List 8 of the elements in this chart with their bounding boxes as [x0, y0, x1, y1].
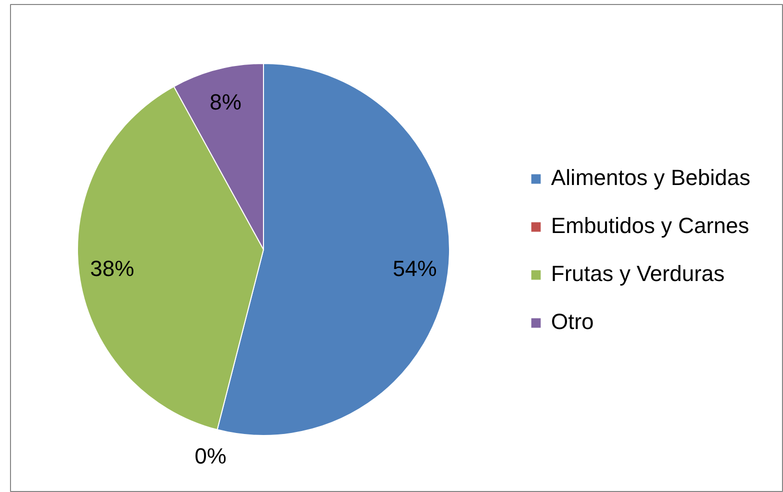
text: 0% — [194, 443, 226, 468]
data-label: 8% — [210, 89, 242, 114]
data-label: 38% — [90, 256, 134, 282]
legend-label: Embutidos y Carnes — [551, 213, 750, 239]
legend-label: Alimentos y Bebidas — [551, 165, 750, 191]
legend-label: Frutas y Verduras — [551, 261, 725, 287]
data-label: 54% — [392, 256, 437, 282]
legend-label: Otro — [551, 309, 594, 335]
